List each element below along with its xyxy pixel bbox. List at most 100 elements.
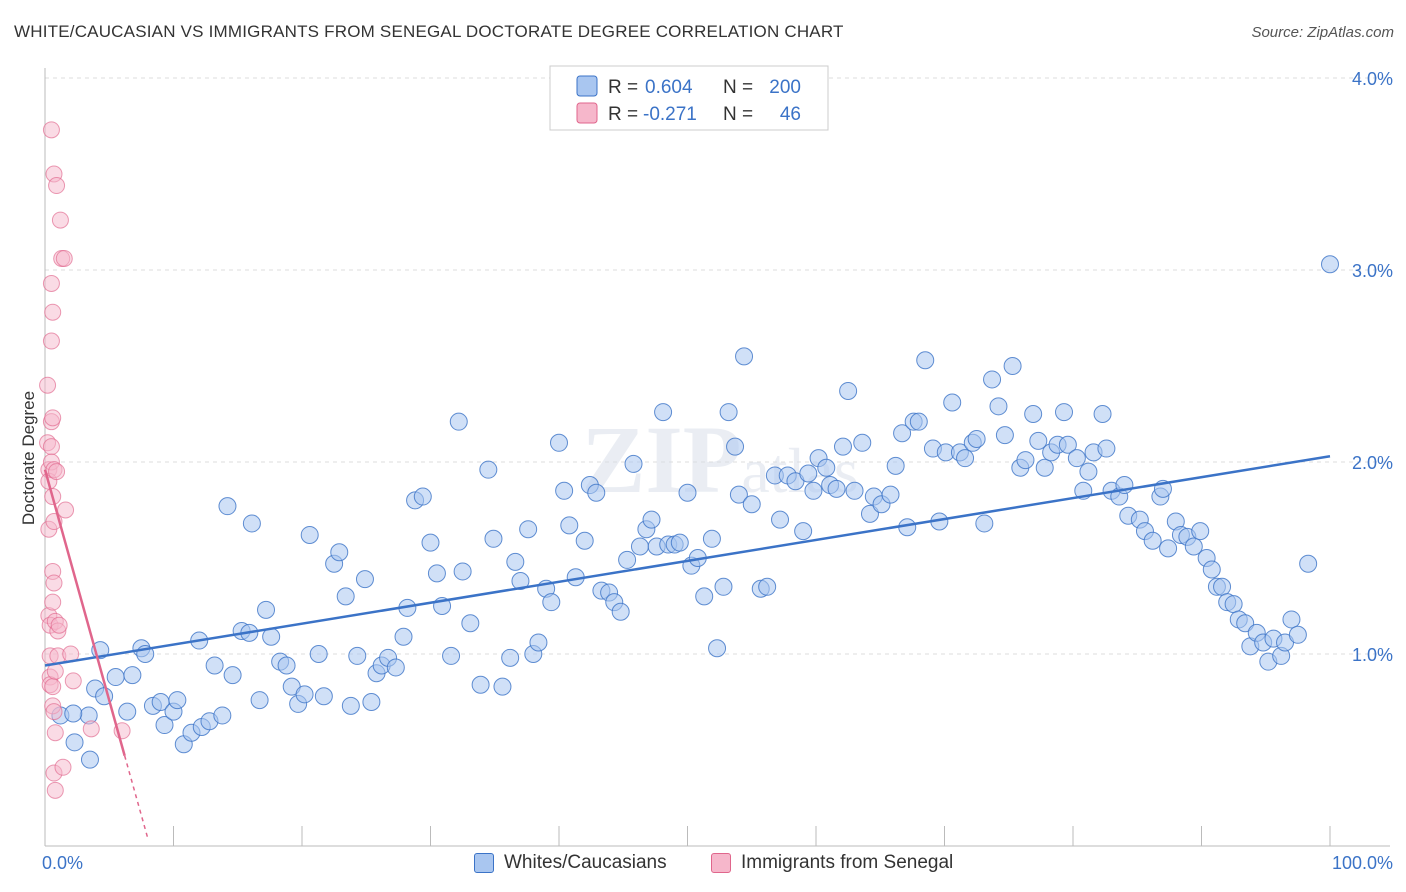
point-senegal-13 bbox=[42, 332, 60, 350]
point-senegal-18 bbox=[44, 409, 62, 427]
legend-n-label-1: N = bbox=[723, 77, 753, 98]
point-whites-11 bbox=[123, 666, 142, 685]
point-whites-62 bbox=[453, 562, 472, 581]
point-whites-52 bbox=[386, 658, 405, 677]
point-whites-122 bbox=[833, 437, 852, 456]
point-whites-66 bbox=[484, 529, 503, 548]
y-tick-labels: 1.0% 2.0% 3.0% 4.0% bbox=[1352, 69, 1393, 665]
point-whites-141 bbox=[956, 449, 975, 468]
point-whites-124 bbox=[845, 481, 864, 500]
point-whites-48 bbox=[362, 693, 381, 711]
y-axis-label: Doctorate Degree bbox=[19, 391, 38, 525]
watermark-zip: ZIP bbox=[581, 406, 741, 513]
point-whites-146 bbox=[989, 397, 1008, 416]
point-whites-184 bbox=[1224, 595, 1243, 614]
point-whites-105 bbox=[726, 437, 745, 456]
point-whites-47 bbox=[355, 570, 374, 589]
point-whites-134 bbox=[909, 412, 928, 431]
point-whites-9 bbox=[106, 668, 125, 687]
point-whites-143 bbox=[967, 429, 986, 448]
point-senegal-39 bbox=[51, 211, 69, 229]
legend-n-label-2: N = bbox=[723, 104, 753, 125]
point-whites-24 bbox=[205, 656, 224, 675]
series-whites bbox=[51, 255, 1339, 769]
point-whites-31 bbox=[250, 691, 269, 710]
y-tick-label-4: 4.0% bbox=[1352, 69, 1393, 89]
point-whites-25 bbox=[213, 706, 232, 725]
point-whites-121 bbox=[827, 479, 846, 498]
point-senegal-12 bbox=[42, 274, 60, 292]
point-whites-70 bbox=[511, 572, 530, 591]
point-whites-144 bbox=[975, 514, 994, 533]
point-whites-130 bbox=[886, 456, 905, 475]
bottom-legend: Whites/Caucasians Immigrants from Senega… bbox=[0, 852, 1406, 878]
point-whites-87 bbox=[618, 550, 637, 569]
point-whites-139 bbox=[943, 393, 962, 412]
point-whites-156 bbox=[1055, 403, 1074, 422]
point-senegal-38 bbox=[50, 616, 68, 634]
point-whites-103 bbox=[714, 577, 733, 596]
point-whites-123 bbox=[839, 381, 858, 400]
point-whites-125 bbox=[853, 433, 872, 452]
point-whites-180 bbox=[1202, 560, 1221, 579]
bottom-legend-swatch-blue bbox=[474, 853, 494, 873]
legend-swatch-blue bbox=[576, 75, 598, 97]
point-senegal-35 bbox=[48, 463, 66, 481]
point-whites-86 bbox=[611, 602, 630, 621]
point-whites-160 bbox=[1079, 462, 1098, 481]
point-senegal-45 bbox=[64, 672, 82, 690]
point-whites-63 bbox=[461, 614, 480, 633]
point-whites-4 bbox=[64, 704, 83, 723]
point-whites-77 bbox=[555, 481, 574, 500]
legend-box: R = 0.604 N = 200 R = -0.271 N = 46 bbox=[549, 65, 829, 131]
point-whites-104 bbox=[719, 403, 738, 422]
point-whites-115 bbox=[794, 522, 813, 541]
point-senegal-43 bbox=[57, 501, 75, 519]
point-whites-91 bbox=[642, 510, 661, 529]
series-senegal bbox=[39, 121, 131, 799]
point-senegal-1 bbox=[39, 376, 57, 394]
x-tick-labels: 0.0% 100.0% bbox=[42, 853, 1393, 873]
y-tick-label-1: 1.0% bbox=[1352, 645, 1393, 665]
point-whites-82 bbox=[587, 483, 606, 502]
trend-line-senegal bbox=[43, 469, 126, 757]
point-senegal-17 bbox=[44, 303, 62, 321]
point-whites-27 bbox=[223, 666, 242, 685]
point-whites-119 bbox=[817, 458, 836, 477]
legend-swatch-pink bbox=[576, 102, 598, 124]
point-whites-108 bbox=[742, 495, 761, 514]
point-whites-67 bbox=[493, 677, 512, 696]
bottom-legend-label-whites: Whites/Caucasians bbox=[504, 852, 667, 873]
point-senegal-46 bbox=[82, 720, 100, 738]
point-whites-162 bbox=[1093, 405, 1112, 423]
point-whites-61 bbox=[449, 412, 468, 431]
legend-n-value-2: 46 bbox=[780, 104, 801, 125]
point-whites-93 bbox=[654, 403, 673, 422]
bottom-legend-item-senegal: Immigrants from Senegal bbox=[711, 852, 953, 874]
bottom-legend-item-whites: Whites/Caucasians bbox=[474, 852, 667, 874]
point-whites-117 bbox=[804, 481, 823, 500]
point-whites-170 bbox=[1143, 531, 1162, 550]
legend-r-value-1: 0.604 bbox=[645, 77, 693, 98]
chart-title: WHITE/CAUCASIAN VS IMMIGRANTS FROM SENEG… bbox=[14, 22, 844, 41]
point-whites-182 bbox=[1213, 577, 1232, 596]
point-whites-197 bbox=[1321, 255, 1339, 274]
trend-lines bbox=[43, 455, 1331, 839]
point-whites-116 bbox=[799, 464, 818, 483]
source-label: Source: ZipAtlas.com bbox=[1251, 24, 1394, 41]
point-whites-40 bbox=[309, 645, 328, 663]
point-whites-80 bbox=[575, 531, 594, 550]
point-whites-153 bbox=[1035, 458, 1054, 477]
point-whites-53 bbox=[394, 627, 413, 646]
point-senegal-41 bbox=[54, 758, 72, 776]
point-senegal-27 bbox=[45, 574, 63, 592]
point-whites-173 bbox=[1159, 539, 1178, 558]
trend-line-senegal-extension bbox=[123, 755, 149, 839]
point-whites-60 bbox=[442, 646, 461, 665]
point-senegal-15 bbox=[42, 438, 60, 456]
point-whites-107 bbox=[735, 347, 754, 366]
point-whites-39 bbox=[300, 525, 319, 544]
point-whites-64 bbox=[471, 675, 490, 694]
point-whites-145 bbox=[983, 370, 1002, 389]
